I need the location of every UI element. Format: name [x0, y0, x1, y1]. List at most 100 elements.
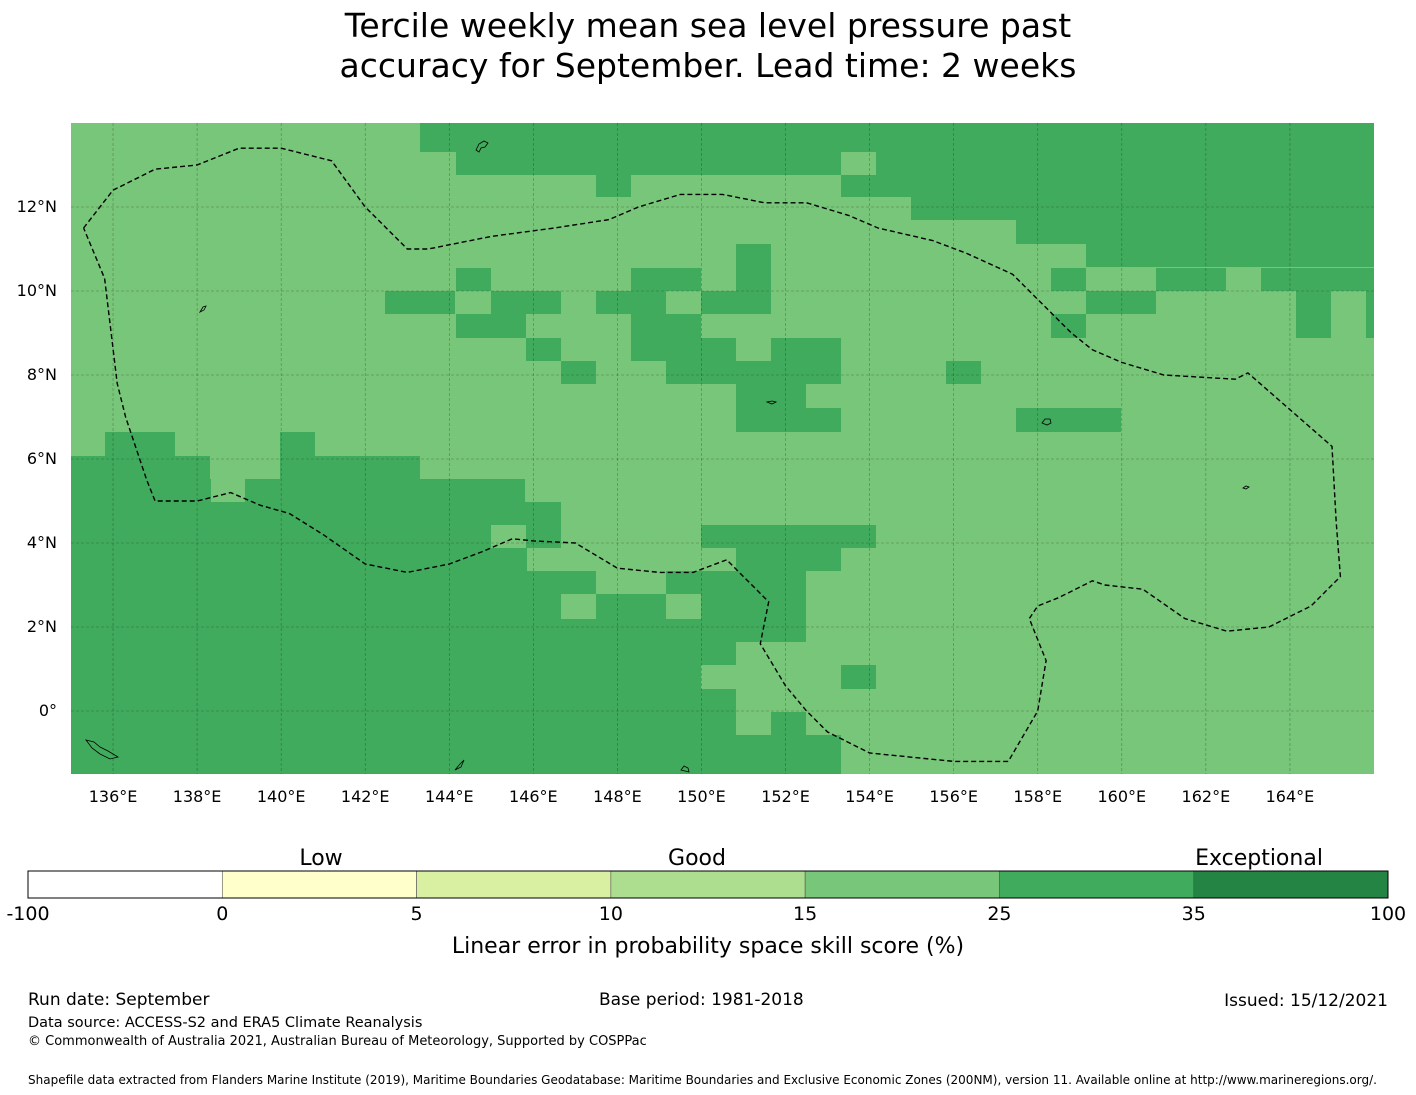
title-line-2: accuracy for September. Lead time: 2 wee… [339, 46, 1077, 85]
longitude-tick-label: 152°E [761, 787, 810, 806]
colorbar-bin [804, 870, 1000, 899]
grid-cell-25-35 [71, 479, 211, 502]
grid-cell-25-35 [631, 314, 701, 338]
island-outline [1242, 485, 1250, 490]
longitude-tick-label: 150°E [677, 787, 726, 806]
grid-cell-25-35 [1296, 291, 1331, 338]
colorbar-tick-label: 25 [987, 903, 1011, 925]
colorbar-label: Linear error in probability space skill … [452, 934, 964, 959]
longitude-tick-label: 146°E [509, 787, 558, 806]
grid-cell-25-35 [71, 619, 806, 642]
grid-cell-25-35 [561, 361, 596, 384]
grid-cell-25-35 [1051, 268, 1086, 291]
grid-cell-25-35 [736, 548, 841, 571]
grid-cell-25-35 [841, 175, 911, 197]
latitude-tick-label: 0° [39, 701, 57, 720]
grid-cell-25-35 [71, 735, 841, 774]
grid-cell-25-35 [71, 525, 491, 548]
grid-cell-25-35 [71, 571, 526, 594]
grid-cell-25-35 [631, 338, 736, 361]
graticule [71, 123, 1374, 774]
latitude-tick-label: 10°N [17, 281, 57, 300]
grid-cell-25-35 [456, 152, 841, 175]
island-outline [765, 400, 778, 405]
latitude-tick-label: 6°N [27, 449, 57, 468]
grid-cell-15-25 [841, 152, 876, 175]
eez-boundary [82, 147, 1342, 763]
legend-category-exceptional: Exceptional [1195, 846, 1323, 871]
colorbar-tick-label: 100 [1370, 903, 1406, 925]
colorbar-bin [27, 870, 223, 899]
grid-cell-25-35 [71, 712, 736, 735]
longitude-tick-label: 144°E [425, 787, 474, 806]
grid-cell-25-35 [701, 525, 876, 548]
legend-category-good: Good [668, 846, 726, 871]
grid-cell-25-35 [631, 268, 701, 291]
colorbar-tick-label: 0 [216, 903, 228, 925]
latitude-tick-label: 8°N [27, 365, 57, 384]
grid-cell-25-35 [105, 432, 175, 456]
colorbar-bin [416, 870, 612, 899]
colorbar-legend: Low Good Exceptional -100 0 5 10 15 25 35 100 L… [6, 846, 1406, 959]
grid-cell-25-35 [701, 291, 771, 314]
colorbar-tick-labels: -100 0 5 10 15 25 35 100 [6, 903, 1406, 925]
grid-cell-15-25 [736, 712, 771, 735]
grid-cell-25-35 [385, 291, 455, 314]
latitude-tick-labels: 12°N 10°N 8°N 6°N 4°N 2°N 0° [17, 197, 57, 720]
longitude-tick-label: 136°E [89, 787, 138, 806]
grid-cell-15-25 [666, 594, 701, 619]
colorbar-tick-label: 35 [1182, 903, 1206, 925]
shapefile-credit: Shapefile data extracted from Flanders M… [28, 1073, 1377, 1087]
grid-cell-25-35 [911, 175, 1374, 220]
island-outline [85, 739, 120, 760]
island-outline [680, 765, 690, 773]
grid-cell-25-35 [946, 361, 981, 384]
colorbar-bin [999, 870, 1195, 899]
colorbar-tick-label: 10 [599, 903, 623, 925]
data-source: Data source: ACCESS-S2 and ERA5 Climate … [28, 1015, 423, 1031]
longitude-tick-label: 160°E [1097, 787, 1146, 806]
grid-cell-25-35 [280, 456, 420, 479]
longitude-tick-label: 148°E [593, 787, 642, 806]
island-outline [454, 759, 465, 771]
grid-cell-25-35 [1156, 268, 1226, 291]
grid-cell-25-35 [1016, 408, 1121, 432]
grid-cell-25-35 [71, 548, 527, 571]
grid-cell-25-35 [771, 712, 806, 735]
grid-cell-25-35 [71, 502, 527, 525]
latitude-tick-label: 2°N [27, 617, 57, 636]
longitude-tick-label: 142°E [341, 787, 390, 806]
island-coastlines [85, 140, 1250, 773]
latitude-tick-label: 12°N [17, 197, 57, 216]
grid-cell-25-35 [456, 314, 526, 338]
skill-score-map: 136°E 138°E 140°E 142°E 144°E 146°E 148°E 150°E… [17, 123, 1374, 806]
grid-cell-25-35 [420, 123, 1374, 152]
run-date: Run date: September [28, 990, 210, 1010]
grid-cell-25-35 [491, 291, 561, 314]
grid-cell-25-35 [1261, 268, 1374, 291]
grid-cell-25-35 [1016, 220, 1374, 244]
colorbar-bin [221, 870, 417, 899]
title-line-1: Tercile weekly mean sea level pressure p… [344, 6, 1072, 45]
island-outline [198, 305, 207, 313]
colorbar-bin [1193, 870, 1389, 899]
colorbar-bins [27, 870, 1389, 899]
chart-title: Tercile weekly mean sea level pressure p… [0, 6, 1416, 86]
grid-cell-25-35 [701, 594, 806, 619]
grid-cell-25-35 [596, 594, 666, 619]
issued-date: Issued: 15/12/2021 [1224, 991, 1388, 1011]
grid-cell-25-35 [876, 152, 1374, 175]
colorbar-frame [27, 870, 1389, 899]
grid-cell-15-25 [491, 525, 526, 548]
grid-cell-25-35 [736, 408, 841, 432]
colorbar-bin [610, 870, 806, 899]
grid-cell-25-35 [71, 456, 106, 479]
grid-cell-25-35 [526, 525, 561, 548]
grid-cell-25-35 [526, 338, 561, 361]
longitude-tick-label: 140°E [257, 787, 306, 806]
grid-cell-25-35 [71, 665, 701, 689]
longitude-tick-label: 138°E [173, 787, 222, 806]
grid-cell-25-35 [526, 571, 596, 594]
island-outline [475, 140, 489, 153]
skill-grid-cells [71, 123, 1374, 774]
